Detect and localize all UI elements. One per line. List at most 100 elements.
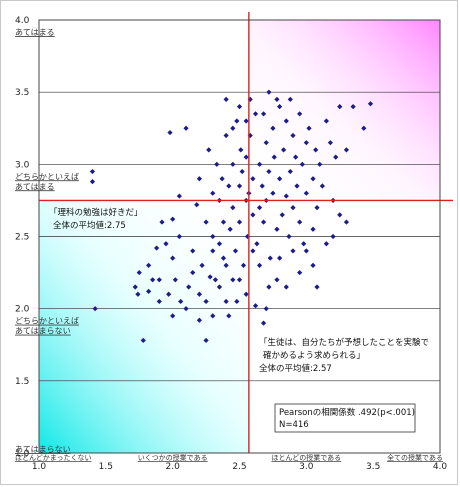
y-tick-label: 2.0 — [15, 305, 30, 315]
x-tick-label: 2.0 — [166, 462, 181, 472]
y-tick-label: 3.0 — [15, 160, 30, 170]
data-point — [319, 183, 325, 189]
x-tick-label: 2.5 — [232, 462, 246, 472]
data-point — [236, 219, 243, 225]
data-point — [220, 255, 227, 261]
data-point — [310, 226, 316, 232]
data-point — [274, 226, 280, 232]
data-point — [166, 291, 172, 297]
y-tick-label: 1.0 — [15, 449, 30, 459]
data-point — [176, 193, 182, 199]
data-point — [89, 168, 96, 175]
data-point — [260, 111, 267, 117]
data-point — [236, 104, 243, 110]
data-point — [238, 147, 244, 153]
data-point — [226, 313, 232, 319]
data-point — [266, 89, 272, 95]
high-quadrant-shade — [248, 20, 440, 201]
data-point — [234, 298, 240, 305]
data-point — [297, 269, 303, 276]
data-point — [294, 183, 300, 189]
y-category-label: あてはまる — [15, 28, 55, 37]
data-point — [232, 248, 239, 254]
data-point — [216, 241, 223, 247]
data-point — [314, 284, 320, 290]
data-point — [256, 161, 263, 167]
data-point — [266, 284, 272, 290]
x-category-label: 全ての授業である — [387, 453, 443, 462]
data-point — [283, 193, 289, 199]
data-point — [254, 241, 260, 247]
data-point — [306, 125, 312, 131]
data-point — [293, 154, 299, 160]
data-point — [156, 298, 162, 305]
data-point — [223, 132, 229, 139]
data-point — [170, 255, 176, 261]
data-point — [194, 202, 200, 208]
data-point — [281, 147, 287, 153]
data-point — [297, 111, 303, 117]
y-category-label: あてはまらない — [15, 327, 71, 336]
data-point — [132, 284, 138, 290]
data-point — [323, 118, 329, 124]
data-point — [239, 168, 245, 175]
y-tick-labels: 1.0 1.5 2.0 2.5 3.0 3.5 4.0 — [15, 16, 30, 459]
data-point — [317, 161, 323, 167]
x-tick-label: 1.5 — [99, 462, 113, 472]
data-point — [190, 269, 196, 276]
data-point — [333, 154, 339, 160]
x-mean-annotation-line-2: 確かめるよう求められる」 — [263, 350, 365, 361]
data-point — [146, 288, 152, 294]
data-point — [256, 262, 263, 268]
x-tick-label: 3.5 — [366, 462, 380, 472]
data-point — [271, 154, 277, 160]
data-point — [260, 219, 267, 225]
data-point — [310, 262, 316, 268]
data-point — [223, 298, 229, 305]
data-point — [210, 190, 216, 196]
data-point — [230, 161, 236, 167]
x-category-labels: ほとんどかまったくない いくつかの授業である ほとんどの授業である 全ての授業である — [15, 453, 443, 462]
data-point — [136, 269, 142, 276]
data-point — [199, 262, 205, 268]
data-point — [210, 233, 216, 240]
data-point — [250, 176, 256, 182]
data-point — [146, 262, 152, 268]
data-point — [301, 241, 307, 247]
data-point — [277, 104, 283, 110]
y-category-label: どちらかといえば — [15, 317, 79, 326]
data-point — [314, 205, 320, 211]
data-point — [290, 248, 296, 254]
data-point — [206, 147, 212, 153]
data-point — [252, 111, 259, 117]
data-point — [167, 129, 173, 136]
stats-box — [274, 403, 416, 433]
data-point — [274, 96, 280, 102]
data-point — [310, 176, 316, 182]
y-tick-label: 2.5 — [15, 233, 29, 243]
data-point — [367, 101, 374, 107]
y-tick-label: 4.0 — [15, 16, 30, 26]
data-point — [236, 277, 243, 283]
data-point — [303, 190, 309, 196]
data-point — [183, 306, 189, 312]
data-point — [256, 205, 263, 211]
data-point — [290, 205, 296, 211]
low-quadrant-shade — [39, 200, 249, 453]
data-point — [163, 241, 169, 247]
data-point — [263, 140, 269, 146]
x-category-label: ほとんどかまったくない — [15, 454, 92, 462]
y-tick-label: 1.5 — [15, 377, 29, 387]
data-point — [243, 291, 249, 297]
data-point — [154, 245, 160, 251]
data-point — [227, 226, 233, 232]
data-point — [207, 274, 213, 280]
data-point — [89, 179, 96, 185]
data-point — [290, 132, 296, 139]
x-tick-label: 1.0 — [32, 462, 47, 472]
data-point — [223, 262, 229, 268]
x-tick-label: 3.0 — [299, 462, 314, 472]
data-point — [323, 241, 329, 247]
